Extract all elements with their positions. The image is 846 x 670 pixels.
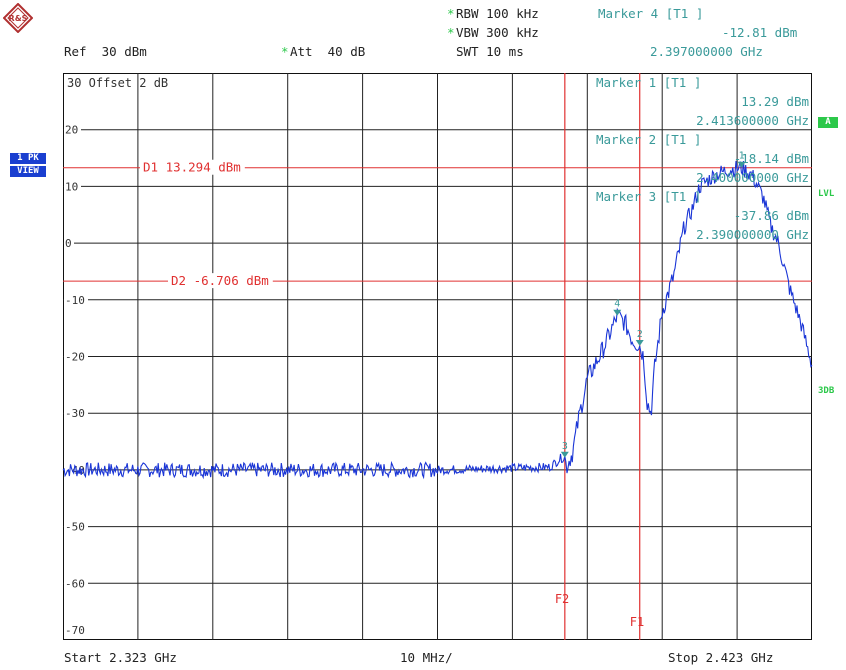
marker-3-icon xyxy=(560,451,569,458)
marker-4-title: Marker 4 [T1 ] xyxy=(598,6,704,21)
vbw-label: VBW 300 kHz xyxy=(456,25,539,40)
marker-4-icon xyxy=(612,309,621,316)
offset-label: 30 Offset 2 dB xyxy=(67,76,168,90)
marker-2-number: 2 xyxy=(636,328,642,339)
y-tick-label: 0 xyxy=(65,237,72,250)
marker-1-icon xyxy=(737,161,746,168)
marker-readout-text: -37.86 dBm xyxy=(733,208,808,223)
trace-view-badge: VIEW xyxy=(10,166,46,177)
frequency-line-label: F2 xyxy=(554,592,568,606)
spectrum-trace xyxy=(62,160,812,479)
a-badge: A xyxy=(818,117,838,128)
marker-readout-text: 2.400000000 GHz xyxy=(696,170,809,185)
start-frequency: Start 2.323 GHz xyxy=(64,650,177,665)
marker-readout-text: Marker 2 [T1 ] xyxy=(596,132,701,147)
spectrum-plot: 20 10 0 -10 -20 -30 -40 -50 -60 -70 30 Offset 2 dB… xyxy=(62,72,812,640)
marker-readout-text: 2.390000000 GHz xyxy=(696,227,809,242)
y-tick-label: -60 xyxy=(65,577,85,590)
y-tick-bg xyxy=(63,178,81,192)
marker-4-level: -12.81 dBm xyxy=(722,25,798,40)
y-tick-bg xyxy=(63,575,88,589)
marker-readout-text: Marker 3 [T1 ] xyxy=(596,189,701,204)
y-tick-bg xyxy=(63,235,74,249)
marker-readout-text: -18.14 dBm xyxy=(733,151,808,166)
svg-text:R&S: R&S xyxy=(9,14,28,23)
display-line-label: D1 13.294 dBm xyxy=(143,159,241,174)
span-per-division: 10 MHz/ xyxy=(400,650,453,665)
3db-indicator: 3DB xyxy=(818,386,835,396)
marker-readout-text: 2.413600000 GHz xyxy=(696,113,809,128)
y-tick-bg xyxy=(63,349,88,362)
marker-readout-text: Marker 1 [T1 ] xyxy=(596,75,701,90)
y-tick-bg xyxy=(63,519,88,533)
y-tick-bg xyxy=(63,122,81,136)
att-star: * xyxy=(281,44,289,59)
marker-4-number: 4 xyxy=(614,298,620,309)
stop-frequency: Stop 2.423 GHz xyxy=(668,650,774,665)
attenuation-label: Att 40 dB xyxy=(290,44,366,59)
marker-3-number: 3 xyxy=(561,440,567,451)
y-tick-label: -70 xyxy=(65,624,85,637)
y-tick-label: -30 xyxy=(65,407,85,420)
lvl-indicator: LVL xyxy=(818,189,835,199)
y-tick-bg xyxy=(63,623,88,637)
display-line-label-bg xyxy=(167,272,273,288)
y-tick-label: -20 xyxy=(65,350,85,363)
display-line-label: D2 -6.706 dBm xyxy=(171,273,269,288)
rbw-label: RBW 100 kHz xyxy=(456,6,539,21)
marker-2-icon xyxy=(635,339,644,346)
rohde-schwarz-logo: R&S xyxy=(2,2,34,34)
rbw-star: * xyxy=(447,6,455,21)
swt-label: SWT 10 ms xyxy=(456,44,524,59)
y-tick-label: 10 xyxy=(65,180,78,193)
vbw-star: * xyxy=(447,25,455,40)
y-tick-label: -10 xyxy=(65,293,85,306)
y-tick-label: -50 xyxy=(65,520,85,533)
frequency-line-label: F1 xyxy=(629,615,643,629)
y-tick-label: 20 xyxy=(65,123,78,136)
marker-readout-text: 13.29 dBm xyxy=(741,94,809,109)
display-line-label-bg xyxy=(139,159,245,175)
y-tick-bg xyxy=(63,405,88,419)
ref-level-label: Ref 30 dBm xyxy=(64,44,147,59)
marker-1-number: 1 xyxy=(738,150,744,161)
marker-4-frequency: 2.397000000 GHz xyxy=(650,44,763,59)
y-tick-bg xyxy=(63,292,88,306)
trace-1-pk-badge: 1 PK xyxy=(10,153,46,164)
